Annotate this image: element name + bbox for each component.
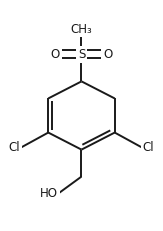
- Text: Cl: Cl: [9, 141, 20, 154]
- Text: Cl: Cl: [143, 141, 154, 154]
- Text: S: S: [78, 48, 85, 61]
- Text: CH₃: CH₃: [71, 23, 92, 36]
- Text: O: O: [103, 48, 112, 61]
- Text: O: O: [51, 48, 60, 61]
- Text: HO: HO: [40, 187, 58, 200]
